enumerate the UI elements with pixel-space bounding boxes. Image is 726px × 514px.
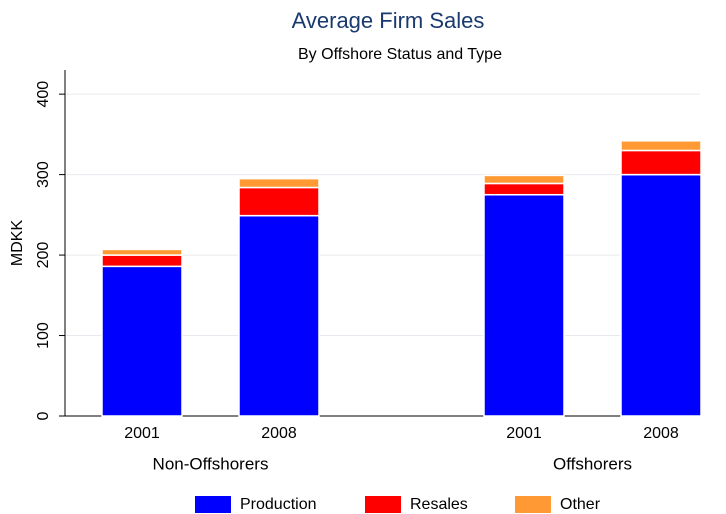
y-axis-label: MDKK xyxy=(9,220,26,267)
y-tick-label: 0 xyxy=(35,411,52,420)
bar-segment xyxy=(101,254,183,268)
bar-segment xyxy=(483,182,565,196)
bar-segment xyxy=(483,193,565,417)
bar-segment xyxy=(101,248,183,256)
y-tick-label: 300 xyxy=(35,161,52,188)
legend-swatch xyxy=(515,496,551,513)
y-tick-label: 100 xyxy=(35,322,52,349)
chart-subtitle: By Offshore Status and Type xyxy=(298,46,502,63)
x-tick-label: 2001 xyxy=(124,425,160,442)
x-tick-label: 2008 xyxy=(643,425,679,442)
legend-label: Other xyxy=(560,496,601,513)
bar-segment xyxy=(620,140,702,152)
bar-segment xyxy=(238,177,320,189)
legend-swatch xyxy=(365,496,401,513)
group-label: Offshorers xyxy=(553,454,632,473)
y-tick-label: 200 xyxy=(35,242,52,269)
group-label: Non-Offshorers xyxy=(153,454,269,473)
bar-segment xyxy=(238,186,320,217)
bar-segment xyxy=(620,149,702,176)
chart-title: Average Firm Sales xyxy=(292,8,485,33)
x-tick-label: 2008 xyxy=(261,425,297,442)
legend-swatch xyxy=(195,496,231,513)
bar-segment xyxy=(620,173,702,417)
y-tick-label: 400 xyxy=(35,81,52,108)
bar-segment xyxy=(101,265,183,417)
legend-label: Resales xyxy=(410,496,468,513)
bar-segment xyxy=(238,214,320,417)
x-tick-label: 2001 xyxy=(506,425,542,442)
bar-segment xyxy=(483,174,565,185)
legend-label: Production xyxy=(240,496,317,513)
